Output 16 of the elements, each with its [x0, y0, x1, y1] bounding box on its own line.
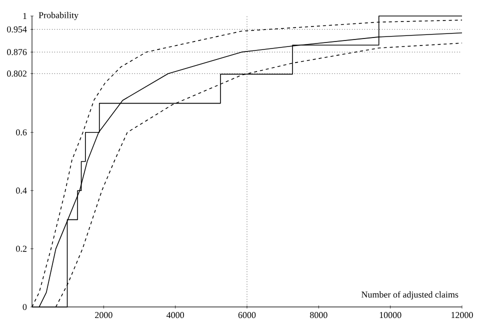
x-axis-title: Number of adjusted claims — [362, 291, 458, 300]
x-tick-label: 10000 — [380, 312, 402, 318]
x-tick-label: 6000 — [238, 312, 256, 318]
x-tick-label: 4000 — [166, 312, 184, 318]
y-tick-label: 0.6 — [16, 129, 27, 136]
x-tick-label: 8000 — [310, 312, 328, 318]
y-axis-title: Probability — [38, 12, 79, 20]
y-tick-label: 0.954 — [7, 26, 27, 32]
y-tick-label: 0.876 — [7, 49, 27, 56]
y-tick-label: 0 — [22, 304, 27, 310]
x-tick-label: 12000 — [452, 312, 473, 318]
y-tick-label: 0.4 — [16, 188, 27, 194]
y-tick-label: 0.2 — [16, 246, 26, 252]
x-tick-label: 2000 — [95, 312, 112, 318]
y-tick-label: 0.802 — [7, 70, 26, 77]
y-tick-label: 1 — [23, 13, 26, 19]
